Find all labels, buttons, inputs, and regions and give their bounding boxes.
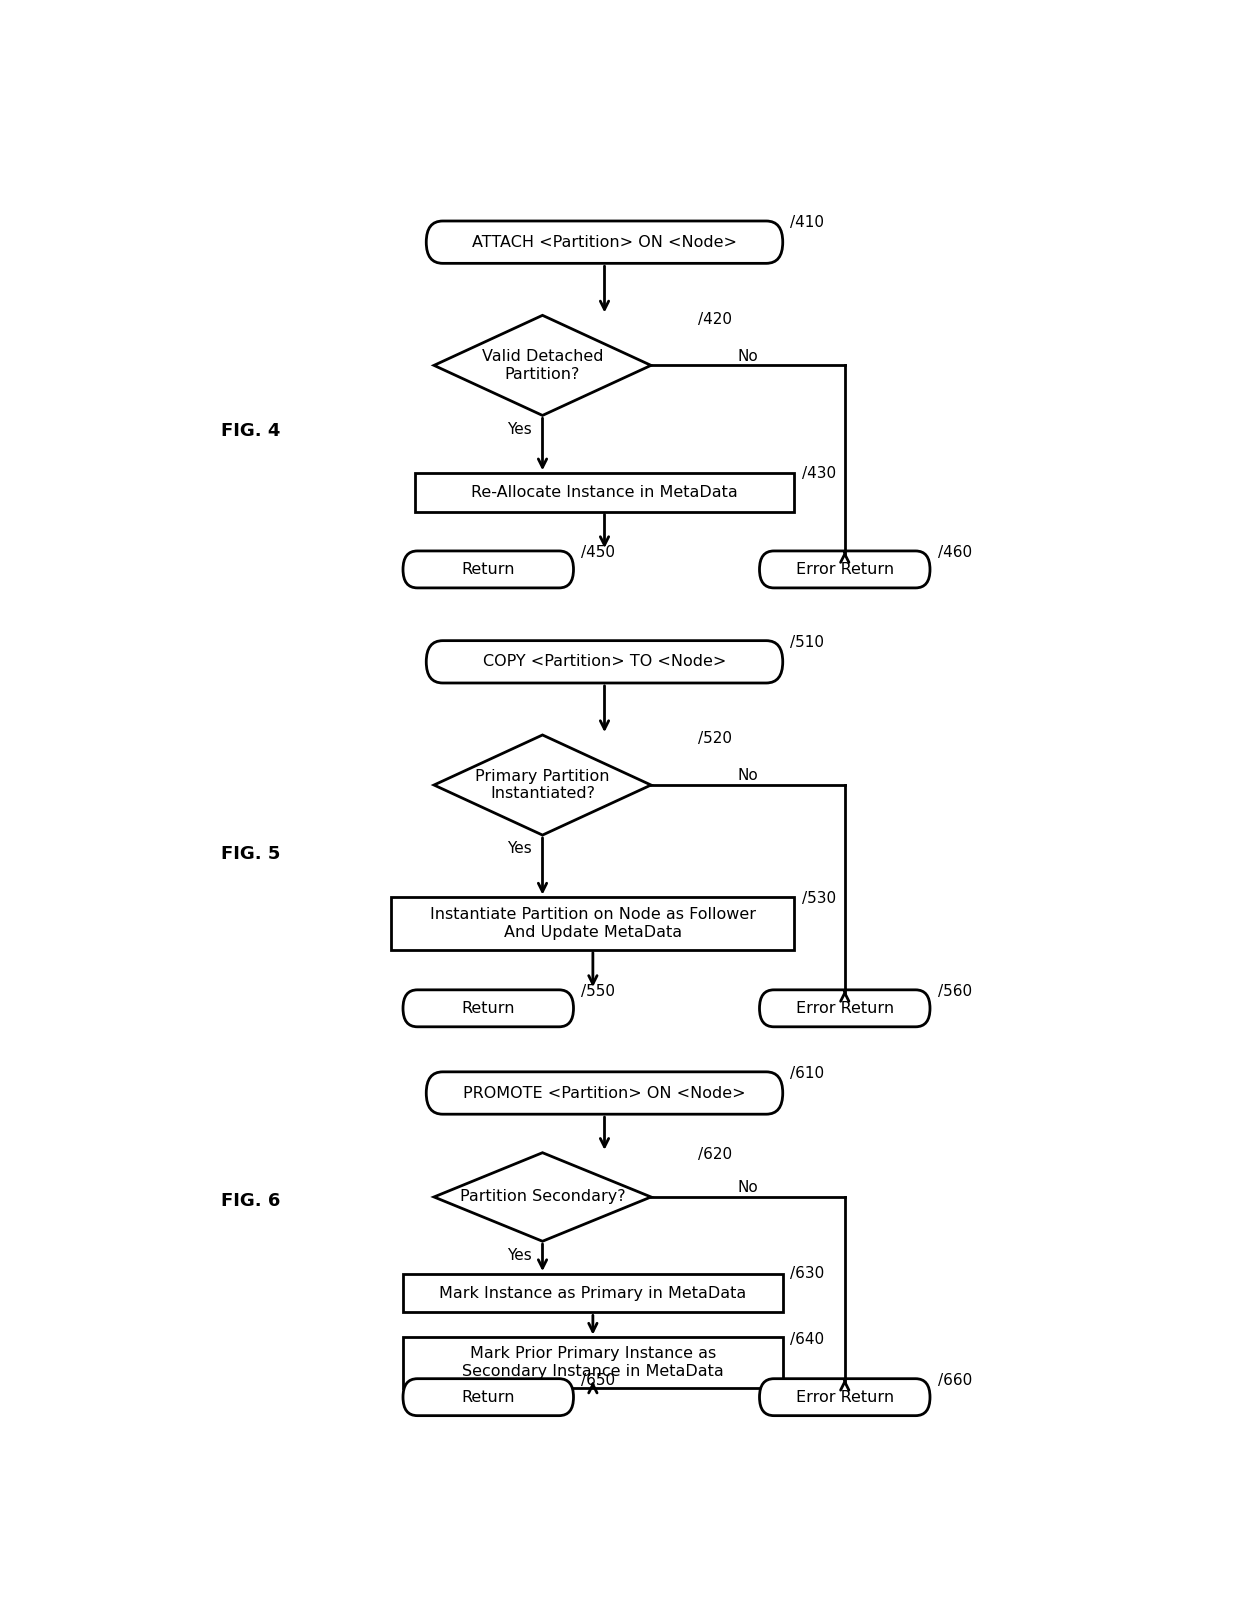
Text: /660: /660 — [937, 1372, 972, 1388]
Text: Primary Partition
Instantiated?: Primary Partition Instantiated? — [475, 768, 610, 800]
Text: FIG. 5: FIG. 5 — [221, 845, 280, 863]
Text: /550: /550 — [582, 985, 615, 999]
Text: Return: Return — [461, 1001, 515, 1015]
FancyBboxPatch shape — [427, 221, 782, 263]
Text: Yes: Yes — [507, 1247, 532, 1263]
Text: No: No — [738, 349, 758, 363]
Text: /420: /420 — [697, 312, 732, 327]
Text: Return: Return — [461, 1390, 515, 1404]
Text: /640: /640 — [791, 1332, 825, 1346]
FancyBboxPatch shape — [427, 1071, 782, 1114]
Text: Mark Instance as Primary in MetaData: Mark Instance as Primary in MetaData — [439, 1286, 746, 1300]
Text: /430: /430 — [802, 466, 836, 480]
Text: Return: Return — [461, 562, 515, 576]
Polygon shape — [434, 735, 651, 836]
Text: Valid Detached
Partition?: Valid Detached Partition? — [482, 349, 603, 381]
FancyBboxPatch shape — [759, 551, 930, 588]
Text: /410: /410 — [791, 216, 825, 231]
FancyBboxPatch shape — [403, 551, 573, 588]
Text: /610: /610 — [791, 1066, 825, 1081]
Text: ATTACH <Partition> ON <Node>: ATTACH <Partition> ON <Node> — [472, 235, 737, 250]
Text: Error Return: Error Return — [796, 1001, 894, 1015]
FancyBboxPatch shape — [403, 1378, 573, 1415]
Text: COPY <Partition> TO <Node>: COPY <Partition> TO <Node> — [482, 655, 727, 669]
Text: Yes: Yes — [507, 421, 532, 437]
Text: /560: /560 — [937, 985, 972, 999]
Polygon shape — [434, 1153, 651, 1241]
Text: FIG. 4: FIG. 4 — [221, 421, 280, 440]
Text: /530: /530 — [802, 892, 836, 906]
Text: Yes: Yes — [507, 842, 532, 857]
Text: FIG. 6: FIG. 6 — [221, 1191, 280, 1210]
Polygon shape — [434, 315, 651, 415]
Text: /450: /450 — [582, 544, 615, 560]
Bar — [414, 474, 795, 512]
Text: No: No — [738, 768, 758, 783]
Text: Partition Secondary?: Partition Secondary? — [460, 1190, 625, 1204]
Bar — [403, 1337, 782, 1388]
Text: /650: /650 — [582, 1372, 615, 1388]
Bar — [403, 1274, 782, 1313]
Text: PROMOTE <Partition> ON <Node>: PROMOTE <Partition> ON <Node> — [464, 1085, 745, 1100]
FancyBboxPatch shape — [759, 989, 930, 1026]
Text: /520: /520 — [697, 732, 732, 746]
FancyBboxPatch shape — [427, 640, 782, 684]
FancyBboxPatch shape — [759, 1378, 930, 1415]
Text: /460: /460 — [937, 544, 972, 560]
FancyBboxPatch shape — [403, 989, 573, 1026]
Text: Instantiate Partition on Node as Follower
And Update MetaData: Instantiate Partition on Node as Followe… — [430, 908, 756, 940]
Text: Error Return: Error Return — [796, 562, 894, 576]
Bar — [392, 898, 795, 949]
Text: Re-Allocate Instance in MetaData: Re-Allocate Instance in MetaData — [471, 485, 738, 500]
Text: No: No — [738, 1180, 758, 1196]
Text: /630: /630 — [791, 1266, 825, 1281]
Text: Error Return: Error Return — [796, 1390, 894, 1404]
Text: /620: /620 — [697, 1148, 732, 1162]
Text: /510: /510 — [791, 636, 825, 650]
Text: Mark Prior Primary Instance as
Secondary Instance in MetaData: Mark Prior Primary Instance as Secondary… — [463, 1346, 724, 1378]
